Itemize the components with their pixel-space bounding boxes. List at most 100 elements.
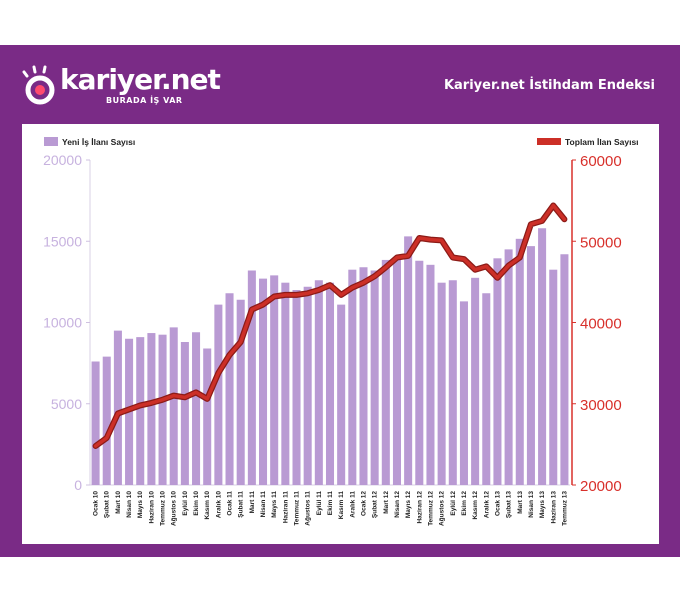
bar bbox=[404, 236, 413, 485]
x-tick-label: Kasım 12 bbox=[472, 491, 479, 520]
x-tick-label: Ekim 11 bbox=[327, 491, 334, 516]
x-tick-label: Şubat 12 bbox=[372, 491, 379, 518]
bar bbox=[292, 290, 301, 485]
x-tick-label: Haziran 12 bbox=[416, 491, 423, 524]
x-tick-label: Mart 10 bbox=[115, 491, 122, 514]
bar bbox=[281, 282, 290, 485]
x-tick-label: Ocak 11 bbox=[227, 491, 234, 516]
x-tick-label: Mart 12 bbox=[383, 491, 390, 514]
bar bbox=[203, 348, 212, 485]
x-tick-label: Aralık 12 bbox=[483, 491, 490, 518]
x-tick-label: Nisan 13 bbox=[528, 491, 535, 518]
bar bbox=[180, 342, 189, 485]
chart-area: 0 5000 10000 15000 20000 20000 30000 40000 50000… bbox=[22, 124, 659, 544]
bar bbox=[448, 280, 457, 485]
bar bbox=[471, 277, 480, 485]
x-tick-label: Nisan 12 bbox=[394, 491, 401, 518]
bar bbox=[370, 270, 379, 485]
bar bbox=[147, 333, 156, 485]
bar bbox=[113, 330, 122, 485]
bar bbox=[91, 361, 100, 485]
x-tick-label: Eylül 10 bbox=[182, 491, 189, 516]
bar bbox=[515, 238, 524, 485]
x-tick-label: Ağustos 12 bbox=[439, 491, 446, 526]
x-tick-label: Mayıs 11 bbox=[271, 491, 278, 518]
x-tick-label: Ocak 12 bbox=[360, 491, 367, 516]
x-tick-label: Mart 11 bbox=[249, 491, 256, 514]
bar bbox=[192, 332, 201, 485]
left-tick-label: 10000 bbox=[43, 315, 82, 331]
bar bbox=[236, 299, 245, 485]
right-tick-label: 20000 bbox=[580, 478, 622, 495]
bar bbox=[493, 258, 502, 485]
bar bbox=[437, 282, 446, 485]
combo-chart: 0 5000 10000 15000 20000 20000 30000 40000 50000… bbox=[43, 137, 639, 526]
x-tick-label: Ocak 10 bbox=[93, 491, 100, 516]
x-tick-label: Haziran 11 bbox=[282, 491, 289, 524]
x-tick-label: Şubat 10 bbox=[104, 491, 111, 518]
bar bbox=[303, 286, 312, 485]
bar bbox=[214, 304, 223, 485]
x-tick-label: Mart 13 bbox=[517, 491, 524, 514]
left-tick-label: 5000 bbox=[51, 396, 82, 412]
bar bbox=[136, 337, 145, 485]
bar bbox=[270, 275, 279, 485]
bar bbox=[325, 282, 335, 485]
right-tick-label: 40000 bbox=[580, 316, 622, 333]
x-tick-label: Ekim 10 bbox=[193, 491, 200, 516]
bar bbox=[560, 254, 569, 485]
bar bbox=[482, 293, 491, 485]
bar bbox=[549, 269, 558, 485]
legend-line-label: Toplam İlan Sayısı bbox=[565, 137, 639, 147]
bar bbox=[158, 334, 167, 485]
bar bbox=[247, 270, 256, 485]
bar bbox=[225, 293, 234, 485]
x-tick-label: Eylül 12 bbox=[450, 491, 457, 516]
bar bbox=[426, 264, 435, 485]
x-tick-label: Ağustos 10 bbox=[171, 491, 178, 526]
bar bbox=[381, 259, 390, 485]
x-tick-label: Ekim 12 bbox=[461, 491, 468, 516]
x-tick-label: Aralık 11 bbox=[349, 491, 356, 518]
right-tick-label: 60000 bbox=[580, 153, 622, 170]
left-tick-label: 0 bbox=[74, 477, 82, 493]
x-tick-label: Mayıs 12 bbox=[405, 491, 412, 518]
bar bbox=[359, 267, 368, 485]
line-series bbox=[93, 203, 567, 448]
x-tick-label: Temmuz 11 bbox=[294, 491, 301, 526]
x-tick-label: Aralık 10 bbox=[215, 491, 222, 518]
x-tick-label: Mayıs 13 bbox=[539, 491, 546, 518]
x-tick-label: Temmuz 10 bbox=[160, 491, 167, 526]
left-tick-label: 20000 bbox=[43, 152, 82, 168]
bar bbox=[337, 304, 346, 485]
x-tick-label: Ağustos 11 bbox=[305, 491, 312, 526]
bar bbox=[392, 257, 401, 485]
legend-bar-label: Yeni İş İlanı Sayısı bbox=[62, 137, 135, 147]
page-title: Kariyer.net İstihdam Endeksi bbox=[443, 78, 655, 93]
bar bbox=[348, 269, 357, 485]
right-tick-label: 50000 bbox=[580, 234, 622, 251]
left-tick-label: 15000 bbox=[43, 233, 82, 249]
bar bbox=[459, 301, 468, 485]
brand-name: kariyer.net bbox=[60, 63, 221, 96]
kariyer-logo-icon bbox=[22, 65, 55, 105]
x-tick-label: Kasım 11 bbox=[338, 491, 345, 520]
x-tick-label: Kasım 10 bbox=[204, 491, 211, 520]
bar bbox=[415, 260, 424, 485]
x-tick-label: Eylül 11 bbox=[316, 491, 323, 516]
x-tick-label: Nisan 11 bbox=[260, 491, 267, 518]
bar bbox=[314, 280, 323, 485]
x-tick-label: Haziran 13 bbox=[550, 491, 557, 524]
bar bbox=[102, 356, 111, 485]
x-tick-label: Nisan 10 bbox=[126, 491, 133, 518]
bar bbox=[526, 246, 535, 485]
bar bbox=[169, 327, 178, 485]
x-tick-label: Temmuz 12 bbox=[427, 491, 434, 526]
x-tick-label: Haziran 10 bbox=[148, 491, 155, 524]
bar bbox=[538, 228, 547, 485]
legend-line-swatch bbox=[537, 138, 561, 145]
x-tick-label: Temmuz 13 bbox=[561, 491, 568, 526]
right-tick-label: 30000 bbox=[580, 397, 622, 414]
x-tick-label: Şubat 13 bbox=[506, 491, 513, 518]
x-tick-label: Şubat 11 bbox=[238, 491, 245, 518]
